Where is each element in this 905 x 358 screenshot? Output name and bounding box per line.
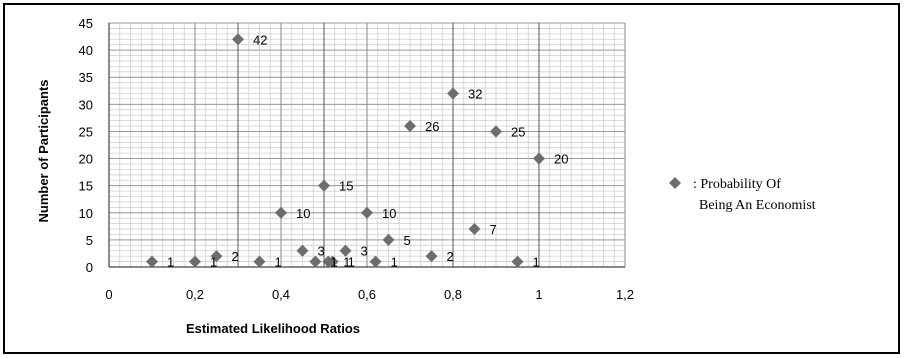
data-label: 3 [361, 244, 368, 259]
data-point [425, 250, 438, 263]
y-tick-label: 0 [86, 260, 93, 275]
data-point [318, 179, 330, 192]
data-label: 42 [253, 32, 267, 47]
y-axis-ticks: 0 5 10 15 20 25 30 35 40 45 [79, 16, 93, 275]
data-label: 1 [275, 255, 282, 270]
data-point [146, 255, 158, 268]
x-tick-label: 1 [535, 287, 542, 302]
data-label: 20 [554, 152, 568, 167]
data-label: 26 [425, 119, 439, 134]
data-label: 1 [348, 255, 355, 270]
legend: : Probability Of Being An Economist [669, 177, 816, 213]
y-axis-title: Number of Participants [36, 79, 51, 222]
data-point [533, 152, 545, 165]
y-tick-label: 20 [79, 152, 93, 167]
data-point [404, 120, 416, 133]
data-point [447, 87, 459, 100]
data-point [511, 255, 524, 268]
data-label: 1 [343, 255, 350, 270]
gridlines [108, 22, 626, 268]
data-point [210, 250, 223, 263]
data-label: 10 [296, 206, 310, 221]
y-tick-label: 45 [79, 16, 93, 31]
data-label: 1 [391, 255, 398, 270]
y-tick-label: 30 [79, 97, 93, 112]
y-tick-label: 10 [79, 206, 93, 221]
data-label: 1 [167, 255, 174, 270]
data-label: 3 [318, 244, 325, 259]
y-tick-label: 15 [79, 179, 93, 194]
data-point [296, 244, 309, 257]
data-label: 10 [382, 206, 396, 221]
data-point [232, 33, 244, 46]
data-point [189, 255, 201, 268]
data-points [146, 33, 545, 268]
data-label: 32 [468, 86, 482, 101]
x-axis-ticks: 0 0,2 0,4 0,6 0,8 1 1,2 [105, 287, 634, 302]
data-label: 7 [490, 222, 497, 237]
data-label: 15 [339, 179, 353, 194]
data-label: 1 [330, 255, 337, 270]
x-axis-title: Estimated Likelihood Ratios [186, 321, 360, 336]
x-tick-label: 1,2 [616, 287, 634, 302]
y-tick-label: 40 [79, 43, 93, 58]
data-point [361, 206, 373, 219]
data-point [490, 125, 502, 138]
data-label: 5 [404, 233, 411, 248]
data-point [253, 255, 266, 268]
legend-label-line2: Being An Economist [699, 198, 816, 213]
data-label: 2 [447, 249, 454, 264]
data-point [309, 255, 322, 268]
data-label: 2 [232, 249, 239, 264]
y-tick-label: 35 [79, 70, 93, 85]
x-tick-label: 0,4 [272, 287, 290, 302]
data-point [275, 206, 287, 219]
x-tick-label: 0,6 [358, 287, 376, 302]
x-tick-label: 0,8 [444, 287, 462, 302]
data-point [468, 223, 481, 236]
x-tick-label: 0 [105, 287, 112, 302]
data-label: 1 [533, 255, 540, 270]
data-point [382, 233, 395, 246]
legend-label-line1: : Probability Of [693, 177, 781, 192]
data-point [369, 255, 382, 268]
y-tick-label: 25 [79, 124, 93, 139]
data-label: 25 [511, 124, 525, 139]
data-point [326, 255, 339, 268]
data-label: 1 [210, 255, 217, 270]
data-point [339, 244, 352, 257]
x-tick-label: 0,2 [186, 287, 204, 302]
legend-marker-icon [669, 177, 681, 189]
y-tick-label: 5 [86, 233, 93, 248]
